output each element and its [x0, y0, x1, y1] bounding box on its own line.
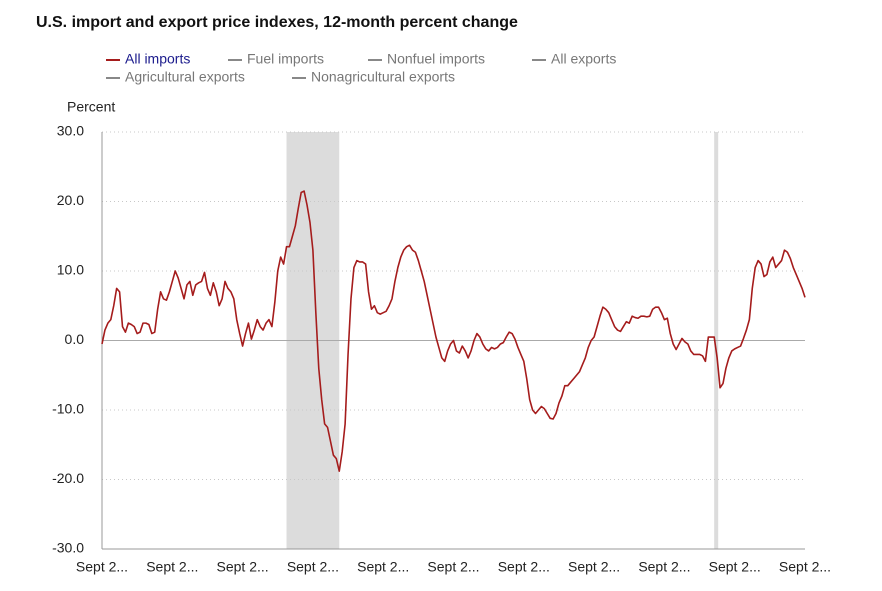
y-tick-label: 30.0	[57, 123, 84, 139]
x-tick-label: Sept 2...	[709, 559, 761, 575]
y-tick-label: 0.0	[65, 331, 85, 347]
x-tick-label: Sept 2...	[427, 559, 479, 575]
y-tick-label: -20.0	[52, 470, 84, 486]
data-line	[101, 190, 806, 472]
y-tick-label: -30.0	[52, 540, 84, 556]
legend-label: All imports	[125, 51, 190, 67]
y-tick-label: -10.0	[52, 401, 84, 417]
x-tick-label: Sept 2...	[217, 559, 269, 575]
legend-label: Nonagricultural exports	[311, 69, 455, 85]
x-tick-label: Sept 2...	[287, 559, 339, 575]
x-tick-label: Sept 2...	[779, 559, 831, 575]
x-tick-label: Sept 2...	[146, 559, 198, 575]
x-tick-label: Sept 2...	[357, 559, 409, 575]
chart-title: U.S. import and export price indexes, 12…	[36, 14, 518, 31]
legend-label: All exports	[551, 51, 616, 67]
x-tick-label: Sept 2...	[76, 559, 128, 575]
y-tick-label: 20.0	[57, 192, 84, 208]
legend-label: Fuel imports	[247, 51, 324, 67]
y-axis-label: Percent	[67, 99, 115, 115]
y-tick-label: 10.0	[57, 262, 84, 278]
x-tick-label: Sept 2...	[498, 559, 550, 575]
legend-label: Nonfuel imports	[387, 51, 485, 67]
legend-label: Agricultural exports	[125, 69, 245, 85]
x-tick-label: Sept 2...	[568, 559, 620, 575]
x-tick-label: Sept 2...	[638, 559, 690, 575]
